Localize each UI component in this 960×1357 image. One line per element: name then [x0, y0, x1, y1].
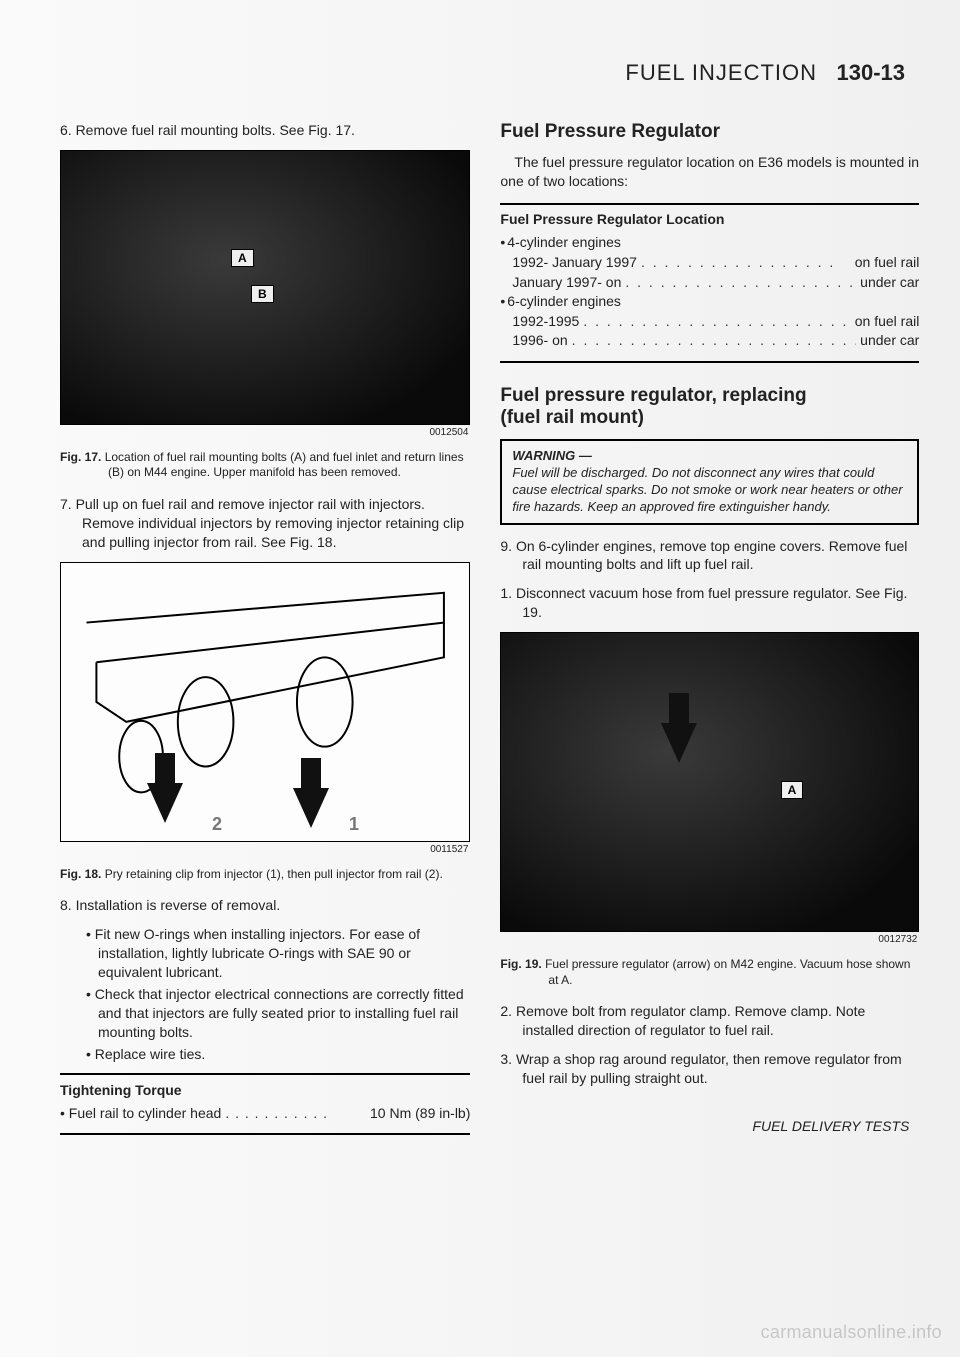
location-val: on fuel rail: [855, 253, 920, 273]
figure-17-image: A B: [60, 150, 470, 425]
divider: [60, 1133, 470, 1135]
figure-19-text: Fuel pressure regulator (arrow) on M42 e…: [545, 957, 910, 987]
figure-17-id: 0012504: [60, 427, 468, 438]
list-item: Fit new O-rings when installing injector…: [86, 925, 470, 982]
figure-18-id: 0011527: [60, 844, 468, 855]
figure-18-text: Pry retaining clip from injector (1), th…: [105, 867, 443, 881]
figure-19-image: A: [500, 632, 919, 932]
location-key: 1992-1995: [512, 312, 579, 332]
list-item: Replace wire ties.: [86, 1045, 470, 1064]
step-9: 9. On 6-cylinder engines, remove top eng…: [500, 537, 919, 575]
callout-a: A: [231, 249, 254, 267]
torque-title: Tightening Torque: [60, 1081, 470, 1100]
location-key: 1992- January 1997: [512, 253, 637, 273]
page-header: FUEL INJECTION 130-13: [60, 60, 915, 86]
torque-item: Fuel rail to cylinder head: [60, 1104, 221, 1123]
warning-title: WARNING —: [512, 448, 591, 463]
warning-box: WARNING — Fuel will be discharged. Do no…: [500, 439, 919, 525]
location-val: under car: [860, 273, 919, 293]
figure-18-lead: Fig. 18.: [60, 867, 101, 881]
leader-dots: . . . . . . . . . . . . . . . . .: [641, 253, 851, 273]
warning-text: Fuel will be discharged. Do not disconne…: [512, 465, 902, 514]
leader-dots: . . . . . . . . . . . . . . . . . . . .: [625, 273, 856, 293]
callout-2: 2: [212, 814, 222, 835]
torque-row: Fuel rail to cylinder head . . . . . . .…: [60, 1104, 470, 1123]
location-head: 4-cylinder engines: [507, 233, 621, 253]
location-entry: January 1997- on . . . . . . . . . . . .…: [500, 273, 919, 293]
fuel-rail-diagram: [61, 563, 469, 841]
figure-17-text: Location of fuel rail mounting bolts (A)…: [105, 450, 464, 480]
figure-18-image: 2 1: [60, 562, 470, 842]
location-group: 6-cylinder engines: [500, 292, 919, 312]
regulator-intro: The fuel pressure regulator location on …: [500, 153, 919, 191]
location-group: 4-cylinder engines: [500, 233, 919, 253]
heading-replace-line2: (fuel rail mount): [500, 407, 919, 429]
torque-value: 10 Nm (89 in-lb): [370, 1104, 470, 1123]
divider: [60, 1073, 470, 1075]
step-3: 3. Wrap a shop rag around regulator, the…: [500, 1050, 919, 1088]
location-head: 6-cylinder engines: [507, 292, 621, 312]
section-footer: FUEL DELIVERY TESTS: [500, 1118, 919, 1134]
callout-b: B: [251, 285, 274, 303]
manual-page: FUEL INJECTION 130-13 6. Remove fuel rai…: [0, 0, 960, 1357]
callout-a: A: [781, 781, 804, 799]
location-entry: 1992-1995 . . . . . . . . . . . . . . . …: [500, 312, 919, 332]
divider: [500, 203, 919, 205]
location-entry: 1996- on . . . . . . . . . . . . . . . .…: [500, 331, 919, 351]
page-number: 130-13: [836, 60, 905, 85]
figure-19-id: 0012732: [500, 934, 917, 945]
step-8: 8. Installation is reverse of removal.: [60, 896, 470, 915]
content-columns: 6. Remove fuel rail mounting bolts. See …: [60, 121, 915, 1140]
leader-dots: . . . . . . . . . . . . . . . . . . . . …: [583, 312, 850, 332]
step-8-bullets: Fit new O-rings when installing injector…: [86, 925, 470, 1063]
arrow-2-head: [147, 783, 183, 823]
location-val: on fuel rail: [855, 312, 920, 332]
callout-1: 1: [349, 814, 359, 835]
location-key: January 1997- on: [512, 273, 621, 293]
regulator-location-block: Fuel Pressure Regulator Location 4-cylin…: [500, 203, 919, 363]
location-entry: 1992- January 1997 . . . . . . . . . . .…: [500, 253, 919, 273]
torque-block: Tightening Torque Fuel rail to cylinder …: [60, 1073, 470, 1135]
figure-18-caption: Fig. 18. Pry retaining clip from injecto…: [60, 867, 470, 883]
heading-fuel-pressure-regulator: Fuel Pressure Regulator: [500, 121, 919, 143]
step-1: 1. Disconnect vacuum hose from fuel pres…: [500, 584, 919, 622]
arrow-1-head: [293, 788, 329, 828]
location-key: 1996- on: [512, 331, 567, 351]
figure-19-lead: Fig. 19.: [500, 957, 541, 971]
step-7: 7. Pull up on fuel rail and remove injec…: [60, 495, 470, 552]
step-6: 6. Remove fuel rail mounting bolts. See …: [60, 121, 470, 140]
list-item: Check that injector electrical connectio…: [86, 985, 470, 1042]
figure-17-caption: Fig. 17. Location of fuel rail mounting …: [60, 450, 470, 481]
heading-replace-line1: Fuel pressure regulator, replacing: [500, 385, 919, 407]
location-title: Fuel Pressure Regulator Location: [500, 210, 919, 230]
leader-dots: . . . . . . . . . . .: [225, 1104, 366, 1123]
right-column: Fuel Pressure Regulator The fuel pressur…: [500, 121, 919, 1140]
section-title: FUEL INJECTION: [625, 60, 817, 85]
divider: [500, 361, 919, 363]
left-column: 6. Remove fuel rail mounting bolts. See …: [60, 121, 470, 1140]
step-2: 2. Remove bolt from regulator clamp. Rem…: [500, 1002, 919, 1040]
arrow-head: [661, 723, 697, 763]
figure-17-lead: Fig. 17.: [60, 450, 101, 464]
watermark: carmanualsonline.info: [761, 1322, 942, 1343]
figure-19-caption: Fig. 19. Fuel pressure regulator (arrow)…: [500, 957, 919, 988]
location-val: under car: [860, 331, 919, 351]
leader-dots: . . . . . . . . . . . . . . . . . . . . …: [572, 331, 857, 351]
